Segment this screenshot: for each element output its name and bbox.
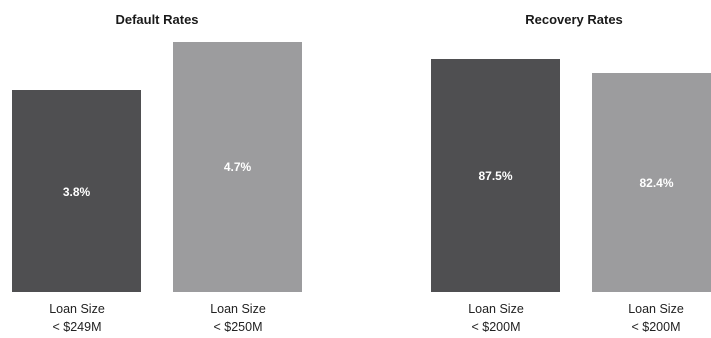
chart-title-default-rates: Default Rates <box>115 12 199 27</box>
category-label-line: Loan Size <box>210 302 266 316</box>
category-label-line: < $249M <box>52 320 102 334</box>
bar-recovery-rate-200m-a: 87.5% <box>431 59 560 292</box>
chart-title-recovery-rates: Recovery Rates <box>525 12 623 27</box>
category-label-line: < $200M <box>631 320 681 334</box>
category-label-line: < $250M <box>213 320 263 334</box>
bar-default-rate-249m: 3.8% <box>12 90 141 292</box>
bar-value-label: 87.5% <box>478 169 513 183</box>
category-label-default-250m: Loan Size < $250M <box>168 300 308 336</box>
bar-default-rate-250m: 4.7% <box>173 42 302 292</box>
category-label-recovery-200m-a: Loan Size < $200M <box>426 300 566 336</box>
category-label-line: Loan Size <box>468 302 524 316</box>
bar-recovery-rate-200m-b: 82.4% <box>592 73 711 292</box>
category-label-recovery-200m-b: Loan Size < $200M <box>586 300 711 336</box>
category-label-line: < $200M <box>471 320 521 334</box>
category-label-default-249m: Loan Size < $249M <box>7 300 147 336</box>
bar-value-label: 3.8% <box>62 185 91 199</box>
category-label-line: Loan Size <box>628 302 684 316</box>
bar-value-label: 4.7% <box>223 160 252 174</box>
bar-value-label: 82.4% <box>639 176 674 190</box>
category-label-line: Loan Size <box>49 302 105 316</box>
